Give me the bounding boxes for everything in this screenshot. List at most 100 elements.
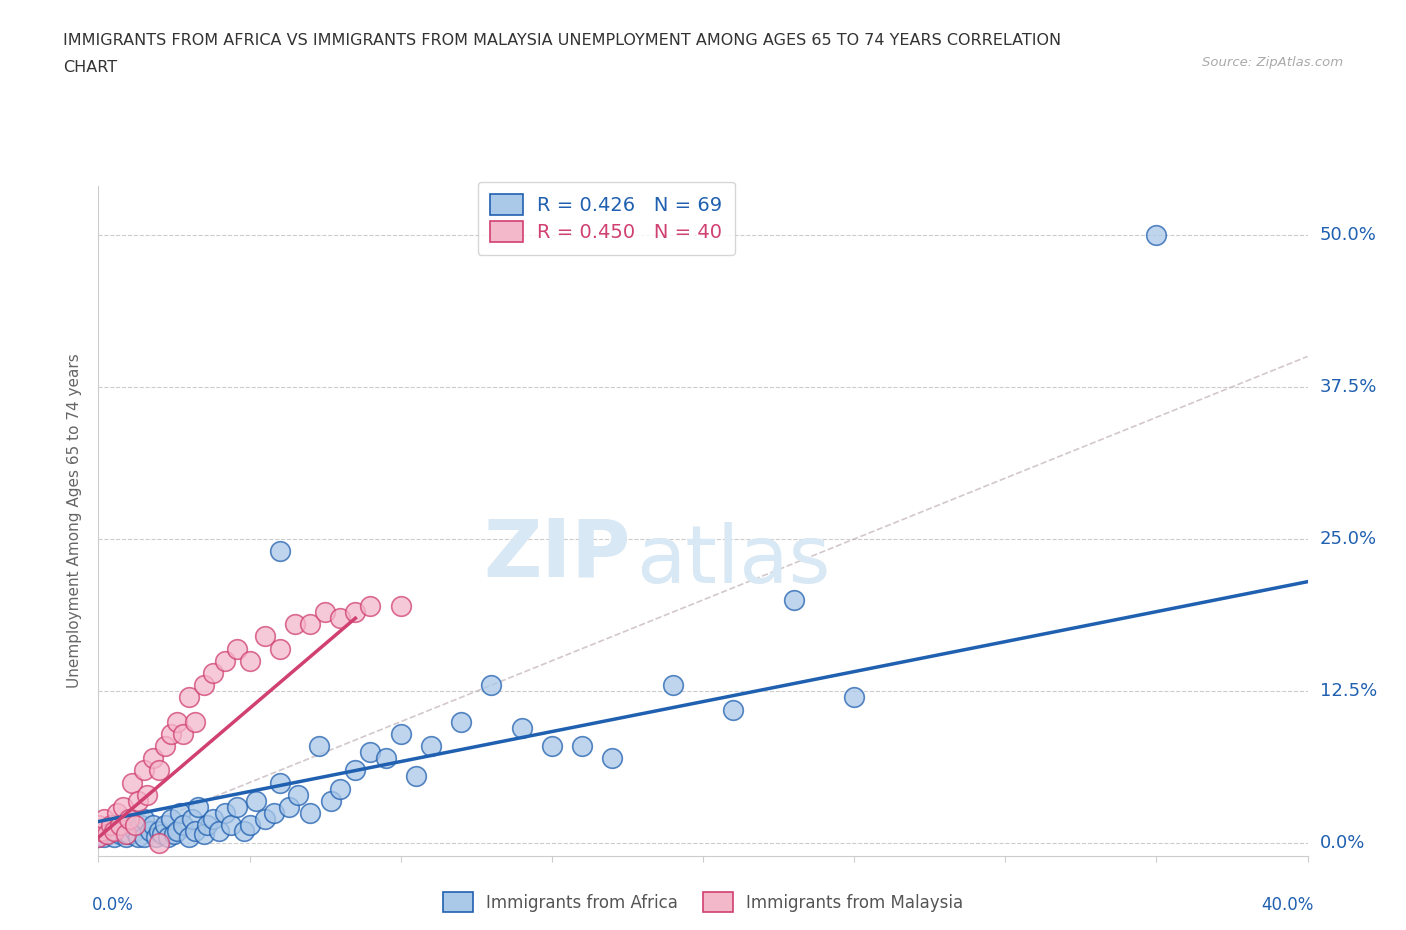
Point (135, 788, 157, 803)
Point (129, 817, 152, 832)
Point (374, 751, 396, 765)
Point (721, 702, 744, 717)
Text: CHART: CHART (63, 60, 117, 75)
Point (124, 817, 146, 832)
Legend: Immigrants from Africa, Immigrants from Malaysia: Immigrants from Africa, Immigrants from … (436, 885, 970, 919)
Point (96, 826, 118, 841)
Point (169, 805, 191, 820)
Point (602, 751, 624, 765)
Point (103, 830, 125, 844)
Point (214, 654, 236, 669)
Text: 0.0%: 0.0% (93, 896, 134, 914)
Point (193, 826, 215, 841)
Point (419, 738, 441, 753)
Point (142, 817, 165, 832)
Point (96, 826, 118, 841)
Point (139, 824, 162, 839)
Point (177, 830, 201, 844)
Point (510, 721, 533, 736)
Y-axis label: Unemployment Among Ages 65 to 74 years: Unemployment Among Ages 65 to 74 years (67, 353, 83, 688)
Point (245, 793, 267, 808)
Point (148, 836, 170, 851)
Point (360, 599, 382, 614)
Point (172, 817, 194, 832)
Point (148, 824, 170, 839)
Point (329, 611, 352, 626)
Point (187, 800, 209, 815)
Text: 37.5%: 37.5% (1320, 378, 1376, 396)
Point (661, 678, 683, 693)
Point (299, 617, 322, 631)
Point (127, 830, 149, 844)
Point (142, 751, 165, 765)
Point (208, 824, 231, 839)
Point (277, 800, 299, 815)
Point (166, 824, 188, 839)
Point (284, 617, 307, 631)
Text: 40.0%: 40.0% (1261, 896, 1313, 914)
Point (193, 678, 215, 693)
Point (87, 830, 110, 844)
Point (269, 775, 291, 790)
Point (90, 824, 112, 839)
Point (269, 641, 291, 656)
Point (389, 599, 412, 614)
Point (118, 812, 141, 827)
Point (87, 830, 110, 844)
Point (405, 769, 427, 784)
Point (389, 726, 412, 741)
Point (287, 788, 309, 803)
Point (124, 824, 146, 839)
Point (132, 812, 155, 827)
Point (150, 826, 173, 841)
Point (100, 824, 122, 839)
Point (118, 812, 141, 827)
Point (156, 830, 179, 844)
Point (263, 805, 285, 820)
Point (239, 817, 262, 832)
Point (450, 714, 472, 729)
Text: IMMIGRANTS FROM AFRICA VS IMMIGRANTS FROM MALAYSIA UNEMPLOYMENT AMONG AGES 65 TO: IMMIGRANTS FROM AFRICA VS IMMIGRANTS FRO… (63, 33, 1062, 47)
Point (221, 817, 243, 832)
Text: 12.5%: 12.5% (1320, 683, 1376, 700)
Point (782, 592, 804, 607)
Point (172, 726, 194, 741)
Point (360, 745, 382, 760)
Point (103, 817, 125, 832)
Point (114, 830, 136, 844)
Point (269, 544, 291, 559)
Point (111, 800, 134, 815)
Legend: R = 0.426   N = 69, R = 0.450   N = 40: R = 0.426 N = 69, R = 0.450 N = 40 (478, 181, 735, 255)
Point (540, 738, 562, 753)
Point (114, 826, 136, 841)
Point (344, 763, 367, 777)
Text: 0.0%: 0.0% (1320, 834, 1365, 853)
Point (202, 812, 225, 827)
Point (148, 763, 170, 777)
Point (314, 604, 336, 619)
Point (118, 826, 141, 841)
Point (329, 781, 352, 796)
Point (127, 793, 149, 808)
Point (166, 714, 188, 729)
Point (132, 763, 155, 777)
Point (121, 775, 143, 790)
Point (1144, 227, 1167, 242)
Point (100, 817, 122, 832)
Point (308, 738, 330, 753)
Point (160, 812, 183, 827)
Point (93, 830, 115, 844)
Point (232, 824, 254, 839)
Point (103, 824, 125, 839)
Point (177, 690, 201, 705)
Point (321, 793, 343, 808)
Point (153, 738, 176, 753)
Point (481, 678, 503, 693)
Point (571, 738, 593, 753)
Text: ZIP: ZIP (484, 515, 630, 593)
Point (105, 805, 128, 820)
Point (344, 604, 367, 619)
Point (844, 690, 866, 705)
Point (163, 826, 186, 841)
Point (108, 817, 131, 832)
